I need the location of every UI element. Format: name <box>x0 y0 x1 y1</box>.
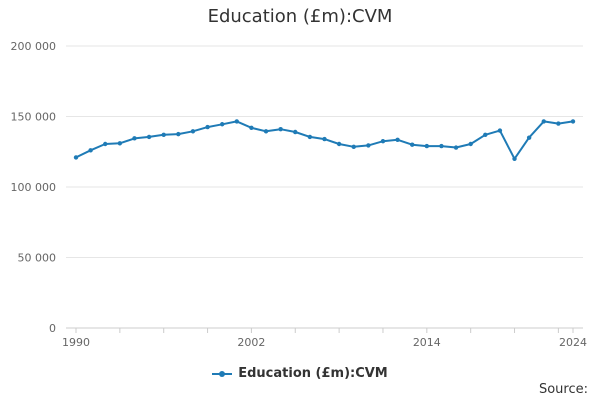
data-point <box>249 125 254 130</box>
legend-label: Education (£m):CVM <box>238 366 388 381</box>
data-point <box>468 141 473 147</box>
data-point <box>73 155 79 160</box>
data-point <box>205 124 210 130</box>
chart-title: Education (£m):CVM <box>207 6 393 27</box>
data-point <box>322 136 327 142</box>
data-point <box>366 143 371 148</box>
data-point <box>483 132 488 138</box>
y-tick-label: 50 000 <box>18 252 57 265</box>
data-point <box>497 128 503 133</box>
gridlines <box>66 45 583 258</box>
y-axis: 0 50 000 100 000 150 000 200 000 <box>11 40 57 335</box>
data-point <box>526 135 532 140</box>
data-point <box>88 148 93 153</box>
x-tick-label: 2014 <box>413 336 441 349</box>
data-point <box>219 122 225 127</box>
data-point <box>263 129 269 134</box>
data-point <box>556 121 561 126</box>
source-label: Source: <box>538 382 588 397</box>
y-tick-label: 200 000 <box>11 40 57 53</box>
x-axis-labels: 1990 2002 2014 2024 <box>62 336 587 349</box>
data-point <box>307 134 313 140</box>
legend-swatch <box>212 370 233 377</box>
series-layer <box>73 119 576 161</box>
data-point <box>453 145 459 150</box>
y-tick-label: 150 000 <box>11 111 57 124</box>
data-point <box>234 119 239 124</box>
data-point <box>293 129 298 135</box>
data-point <box>176 131 181 137</box>
data-point <box>512 156 517 161</box>
data-point <box>439 143 444 149</box>
data-point <box>424 143 430 149</box>
y-tick-label: 0 <box>49 322 56 335</box>
x-tick-label: 1990 <box>62 336 90 349</box>
data-point <box>410 142 415 147</box>
y-tick-label: 100 000 <box>11 181 57 194</box>
data-point <box>103 141 108 147</box>
data-point <box>161 132 166 138</box>
data-point <box>541 119 546 124</box>
data-point <box>146 134 152 140</box>
data-point <box>190 129 196 134</box>
data-point <box>351 144 356 150</box>
data-point <box>117 141 123 146</box>
x-tick-label: 2002 <box>237 336 265 349</box>
data-point <box>380 138 386 144</box>
data-point <box>336 141 342 147</box>
legend[interactable]: Education (£m):CVM <box>0 366 600 381</box>
x-axis <box>66 327 583 333</box>
data-point <box>395 137 400 142</box>
data-point <box>570 119 576 124</box>
x-tick-label: 2024 <box>559 336 587 349</box>
data-point <box>132 136 137 141</box>
data-point <box>278 126 283 132</box>
